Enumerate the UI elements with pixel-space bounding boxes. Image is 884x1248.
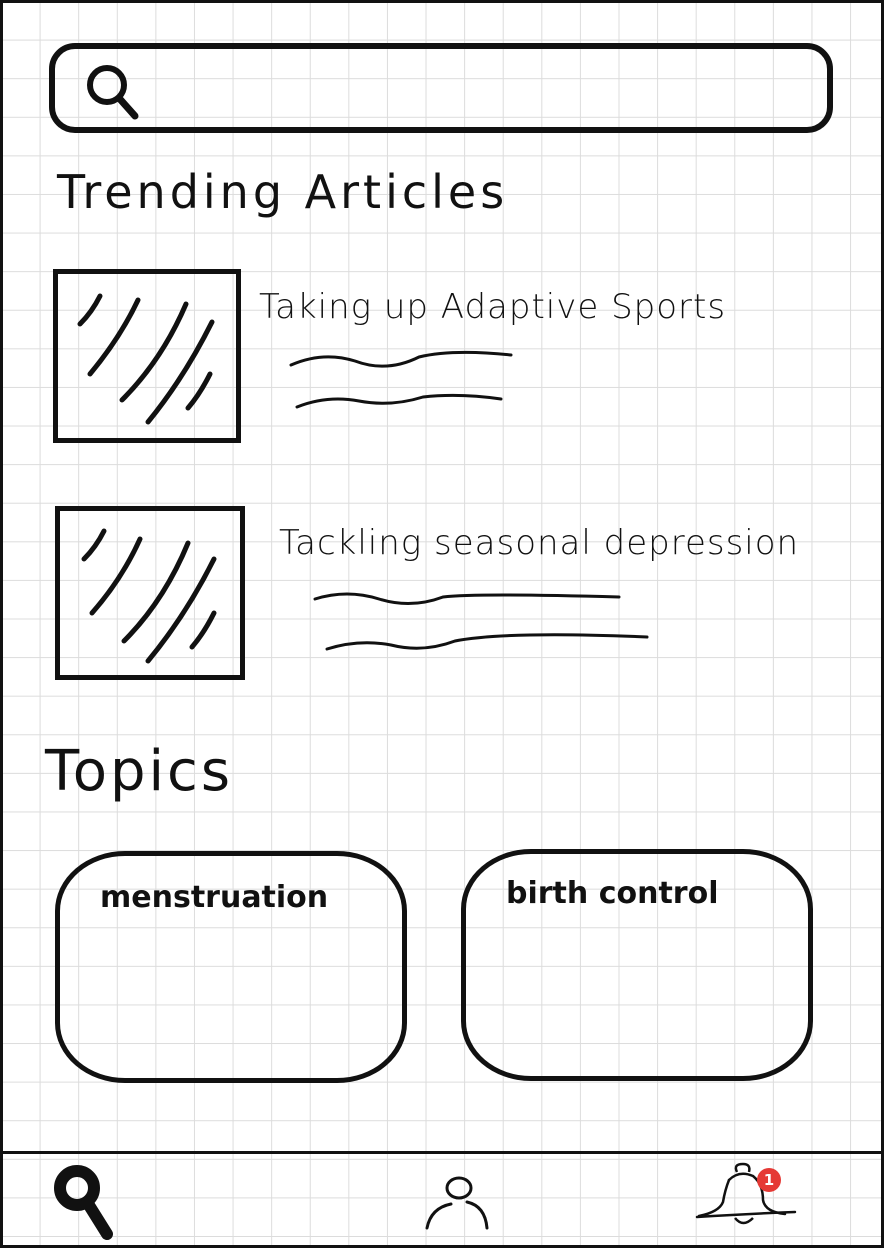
trending-articles-title: Trending Articles xyxy=(57,165,509,219)
article-summary-placeholder xyxy=(313,592,649,651)
search-icon xyxy=(54,1165,113,1240)
topic-card-menstruation[interactable]: menstruation xyxy=(55,851,407,1083)
article-title[interactable]: Taking up Adaptive Sports xyxy=(259,287,727,327)
bottom-navigation: 1 xyxy=(3,1151,881,1245)
article-card[interactable]: Taking up Adaptive Sports xyxy=(3,3,881,443)
article-title[interactable]: Tackling seasonal depression xyxy=(279,523,800,563)
topic-label: menstruation xyxy=(100,880,329,915)
search-icon[interactable] xyxy=(83,61,143,127)
nav-notifications-button[interactable]: 1 xyxy=(693,1160,803,1234)
article-summary-placeholder xyxy=(289,350,513,409)
topics-title: Topics xyxy=(45,739,234,804)
image-placeholder-icon xyxy=(81,528,217,664)
image-placeholder-icon xyxy=(77,293,215,425)
article-thumbnail[interactable] xyxy=(55,506,245,680)
topic-card-birth-control[interactable]: birth control xyxy=(461,849,813,1081)
nav-profile-button[interactable] xyxy=(421,1174,495,1238)
search-bar[interactable] xyxy=(49,43,833,133)
profile-icon xyxy=(425,1176,489,1230)
nav-search-button[interactable] xyxy=(51,1162,119,1245)
article-card[interactable]: Tackling seasonal depression xyxy=(3,3,881,680)
topic-label: birth control xyxy=(506,876,719,911)
notification-badge: 1 xyxy=(757,1168,781,1192)
bell-icon xyxy=(695,1162,797,1225)
article-thumbnail[interactable] xyxy=(53,269,241,443)
